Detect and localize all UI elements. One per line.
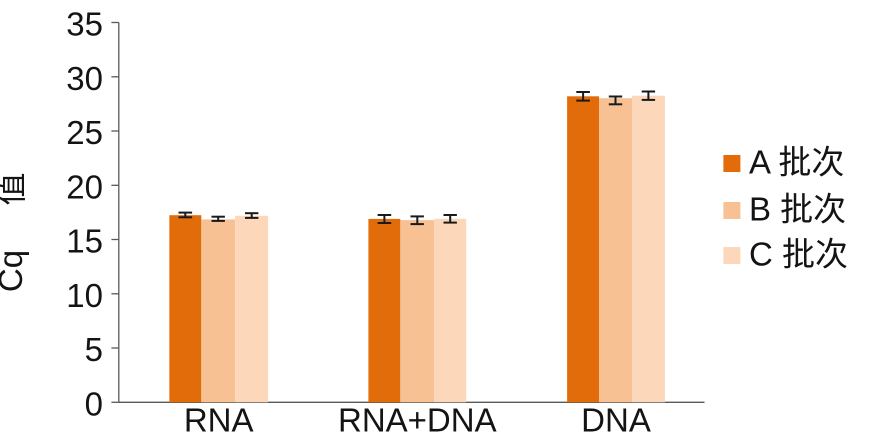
- svg-text:C 批次: C 批次: [749, 236, 848, 273]
- svg-text:A 批次: A 批次: [749, 144, 844, 181]
- svg-text:B 批次: B 批次: [749, 191, 846, 228]
- svg-text:10: 10: [66, 277, 103, 314]
- svg-text:0: 0: [85, 386, 103, 423]
- svg-text:RNA: RNA: [184, 402, 254, 439]
- svg-text:Cq: Cq: [0, 250, 29, 292]
- svg-text:DNA: DNA: [581, 402, 651, 439]
- svg-text:值: 值: [0, 173, 29, 206]
- svg-text:25: 25: [66, 114, 103, 151]
- svg-text:20: 20: [66, 169, 103, 206]
- svg-text:15: 15: [66, 223, 103, 260]
- svg-text:30: 30: [66, 60, 103, 97]
- svg-text:RNA+DNA: RNA+DNA: [338, 402, 497, 439]
- svg-text:35: 35: [66, 6, 103, 43]
- svg-text:5: 5: [85, 331, 103, 368]
